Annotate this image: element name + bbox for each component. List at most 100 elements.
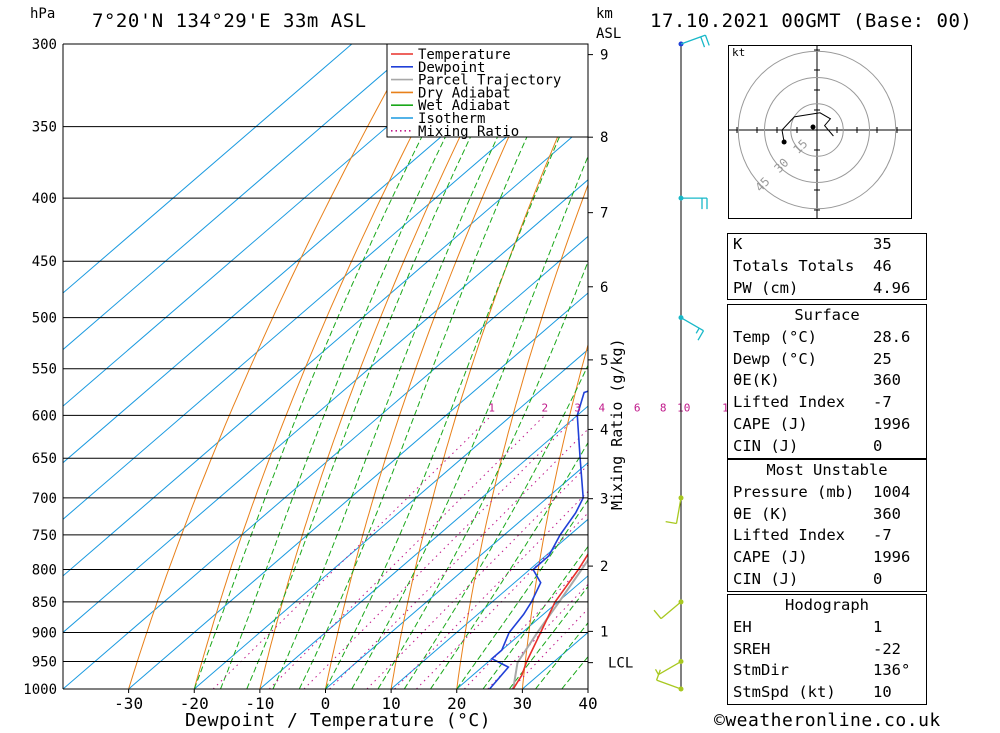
wind-barb [678, 315, 705, 341]
hodo-label: StmSpd (kt) [733, 683, 836, 702]
x-axis-title: Dewpoint / Temperature (°C) [185, 710, 492, 731]
surface-value: 0 [873, 436, 883, 455]
surface-row: Temp (°C) 28.6 [728, 327, 926, 349]
wind-barb-flag [655, 669, 661, 681]
legend-label: Parcel Trajectory [418, 73, 561, 89]
storm-motion-dot [810, 124, 816, 130]
surface-table: Surface Temp (°C) 28.6 Dewp (°C) 25 θE(K) 3… [727, 304, 927, 459]
wet-adiabat-line [456, 499, 588, 689]
wind-barb-half [695, 327, 700, 334]
parcel-trajectory-line [512, 558, 588, 689]
height-tick-label: 8 [600, 130, 608, 146]
mu-value: 0 [873, 569, 883, 588]
hodograph-start-dot [781, 139, 787, 145]
mu-label: θE (K) [733, 504, 789, 523]
legend-label: Dry Adiabat [418, 85, 511, 101]
wind-barb-shaft [660, 601, 682, 620]
pressure-unit-label: hPa [30, 6, 56, 22]
hodograph-ring [737, 50, 897, 210]
hodograph-ring-label: 30 [771, 155, 791, 175]
wind-barb [655, 669, 684, 692]
surface-label: CAPE (J) [733, 414, 808, 433]
hodo-value: 136° [873, 661, 911, 680]
height-tick-label: 9 [600, 48, 608, 64]
surface-label: θE(K) [733, 371, 780, 390]
mixing-ratio-line [511, 608, 588, 689]
pressure-tick-label: 1000 [23, 682, 57, 698]
wind-barb-shaft [656, 679, 682, 690]
pressure-tick-label: 400 [32, 191, 57, 207]
pressure-tick-label: 800 [32, 562, 57, 578]
hodograph-table: Hodograph EH 1 SREH -22 StmDir 136° StmSpd … [727, 594, 927, 705]
height-tick-label: 2 [600, 559, 608, 575]
surface-row: Lifted Index -7 [728, 392, 926, 414]
wind-barb-flag [665, 520, 677, 525]
surface-row: CAPE (J) 1996 [728, 414, 926, 436]
stability-indices-table: K 35 Totals Totals 46 PW (cm) 4.96 [727, 233, 927, 301]
x-tick-label: 0 [321, 694, 331, 713]
height-tick-label: 3 [600, 492, 608, 508]
hodo-label: StmDir [733, 661, 789, 680]
isotherm-line [193, 348, 588, 689]
mu-label: Lifted Index [733, 526, 845, 545]
index-row-pw: PW (cm) 4.96 [728, 278, 926, 300]
wind-barb [654, 659, 684, 676]
wet-adiabat-line [482, 545, 588, 689]
hodograph-ring-label: 15 [790, 137, 810, 157]
legend-label: Temperature [418, 47, 511, 63]
dewpoint-line [488, 390, 588, 689]
wind-barb-flag [697, 330, 705, 341]
hodo-label: SREH [733, 639, 771, 658]
mixing-ratio-label: 1 [488, 401, 495, 414]
mu-row: CIN (J) 0 [728, 569, 926, 591]
pressure-tick-label: 750 [32, 528, 57, 544]
wet-adiabat-line [298, 44, 571, 689]
hodo-value: 1 [873, 617, 883, 636]
legend-label: Dewpoint [418, 60, 485, 76]
hodo-row: StmSpd (kt) 10 [728, 682, 926, 704]
mixing-ratio-label: 2 [541, 401, 548, 414]
wind-barb-flag [653, 609, 662, 620]
surface-value: -7 [873, 393, 892, 412]
mixing-ratio-label: 3 [574, 401, 581, 414]
surface-value: 1996 [873, 414, 911, 433]
wind-barb-half [654, 668, 660, 675]
index-row-k: K 35 [728, 234, 926, 256]
legend-box [386, 43, 589, 138]
index-value: 46 [873, 256, 892, 275]
pressure-tick-label: 550 [32, 362, 57, 378]
wet-adiabat-line [220, 44, 493, 689]
mu-value: 1004 [873, 482, 911, 501]
height-unit-label: km [596, 6, 613, 22]
hodograph-title: Hodograph [785, 596, 869, 614]
isotherm-line [63, 66, 588, 520]
isotherm-line [63, 44, 550, 464]
pressure-tick-label: 950 [32, 655, 57, 671]
index-label: PW (cm) [733, 278, 799, 297]
surface-title: Surface [794, 306, 860, 324]
x-tick-label: 30 [513, 694, 532, 713]
surface-label: CIN (J) [733, 436, 799, 455]
wet-adiabat-line [325, 70, 588, 689]
mu-value: -7 [873, 526, 892, 545]
mixing-ratio-line [303, 414, 579, 689]
surface-value: 360 [873, 371, 901, 390]
mu-label: CAPE (J) [733, 548, 808, 567]
surface-row: Dewp (°C) 25 [728, 349, 926, 371]
surface-label: Dewp (°C) [733, 349, 817, 368]
mixing-ratio-label: 8 [660, 401, 667, 414]
isotherm-line [259, 405, 588, 689]
hodograph-unit: kt [732, 46, 746, 59]
height-tick-label: 6 [600, 280, 608, 296]
hodo-value: 10 [873, 683, 892, 702]
wind-barb-flag [700, 36, 706, 48]
height-tick-label: 4 [600, 422, 608, 438]
wind-barb-flag [704, 34, 710, 46]
height-tick-label: 5 [600, 353, 608, 369]
wet-adiabat-line [351, 155, 588, 689]
dry-adiabat-line [966, 44, 1000, 689]
hodograph-ring [790, 103, 844, 157]
wind-barb-shaft [658, 660, 682, 676]
wet-adiabat-line [403, 364, 588, 689]
